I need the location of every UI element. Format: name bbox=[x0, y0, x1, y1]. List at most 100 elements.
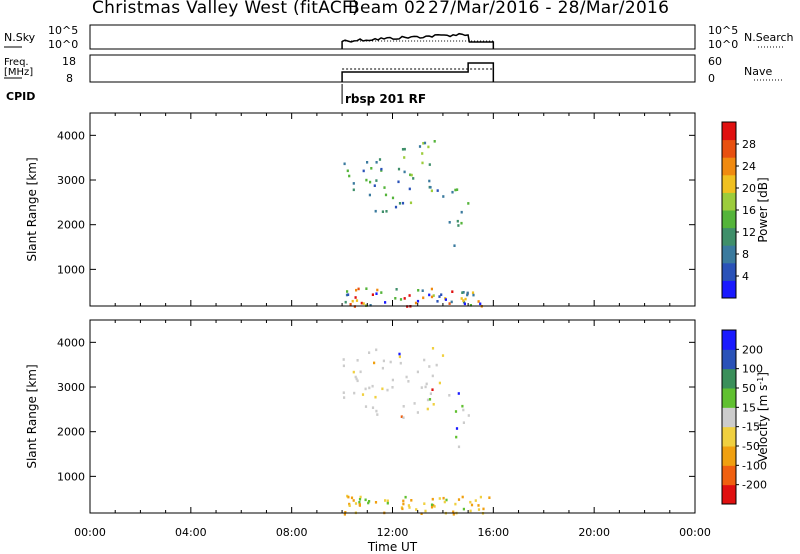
power-cell bbox=[397, 167, 401, 171]
velocity-colorbar-bin bbox=[722, 446, 736, 466]
power-cell bbox=[462, 300, 466, 304]
velocity-cell bbox=[398, 352, 401, 356]
power-cell bbox=[366, 161, 369, 164]
velocity-cell bbox=[358, 501, 361, 504]
velocity-cell bbox=[474, 499, 477, 502]
power-cell bbox=[412, 177, 415, 180]
power-cell bbox=[440, 293, 443, 296]
power-cell bbox=[428, 163, 431, 166]
velocity-cell bbox=[358, 498, 362, 501]
power-cell bbox=[357, 287, 360, 291]
nsky-label: N.Sky bbox=[4, 31, 36, 44]
velocity-colorbar-bin bbox=[722, 330, 736, 350]
power-cell bbox=[384, 193, 388, 197]
velocity-cell bbox=[424, 509, 427, 513]
velocity-cell bbox=[407, 380, 410, 383]
power-cell bbox=[368, 193, 371, 197]
power-cell bbox=[355, 288, 358, 292]
velocity-cell bbox=[386, 388, 389, 392]
velocity-cell bbox=[398, 355, 401, 359]
velocity-cell bbox=[352, 499, 355, 502]
velocity-cell bbox=[448, 394, 451, 397]
nsky-tick-low: 10^0 bbox=[48, 38, 78, 51]
velocity-cell bbox=[455, 427, 459, 430]
power-colorbar-bin bbox=[722, 280, 736, 299]
velocity-cell bbox=[402, 405, 405, 408]
velocity-cell bbox=[443, 500, 446, 504]
power-cell bbox=[380, 167, 383, 171]
velocity-cell bbox=[400, 415, 403, 418]
power-cell bbox=[417, 289, 420, 292]
velocity-cell bbox=[428, 398, 432, 401]
power-colorbar-bin bbox=[722, 139, 736, 158]
velocity-cell bbox=[386, 501, 389, 505]
power-cell bbox=[428, 293, 431, 297]
power-cell bbox=[479, 302, 482, 306]
power-ylabel: Slant Range [km] bbox=[25, 157, 39, 261]
power-colorbar-bin bbox=[722, 245, 736, 264]
power-cell bbox=[451, 290, 454, 293]
power-cell bbox=[461, 291, 464, 294]
power-colorbar-tick-label: 20 bbox=[742, 182, 756, 195]
velocity-colorbar-tick-label: -15 bbox=[742, 421, 760, 434]
freq-trace bbox=[341, 62, 495, 82]
velocity-cell bbox=[381, 366, 384, 370]
velocity-cell bbox=[438, 497, 441, 500]
velocity-cell bbox=[488, 496, 491, 499]
date-range-title: 27/Mar/2016 - 28/Mar/2016 bbox=[428, 0, 670, 18]
velocity-cell bbox=[399, 361, 402, 365]
xtick-label: 04:00 bbox=[175, 526, 207, 539]
velocity-cell bbox=[402, 502, 405, 506]
velocity-colorbar bbox=[722, 330, 736, 505]
velocity-cell bbox=[438, 381, 441, 385]
velocity-cell bbox=[461, 404, 464, 408]
power-ytick-label: 4000 bbox=[57, 129, 85, 142]
xtick-label: 08:00 bbox=[276, 526, 308, 539]
xtick-label: 00:00 bbox=[74, 526, 106, 539]
power-cell bbox=[381, 210, 384, 213]
power-cell bbox=[410, 173, 413, 177]
power-cell bbox=[401, 201, 405, 205]
power-ytick-label: 3000 bbox=[57, 174, 85, 187]
velocity-cell bbox=[382, 359, 385, 363]
velocity-cell bbox=[373, 361, 376, 365]
power-cell bbox=[391, 196, 395, 200]
power-colorbar-tick-label: 24 bbox=[742, 160, 756, 173]
velocity-colorbar-tick-label: 100 bbox=[742, 363, 763, 376]
power-cell bbox=[451, 190, 454, 194]
velocity-cell bbox=[371, 406, 375, 409]
power-cell bbox=[399, 298, 403, 301]
velocity-cell bbox=[342, 364, 345, 368]
velocity-cell bbox=[368, 386, 371, 390]
freq-tick-low: 8 bbox=[66, 72, 73, 85]
power-cell bbox=[416, 299, 420, 303]
power-cell bbox=[471, 291, 475, 294]
cpid-label: CPID bbox=[6, 90, 36, 103]
power-colorbar-bin bbox=[722, 210, 736, 229]
velocity-cell bbox=[430, 505, 434, 509]
velocity-colorbar-bin bbox=[722, 465, 736, 486]
power-cell bbox=[438, 295, 441, 298]
velocity-colorbar-tick-label: -100 bbox=[742, 459, 767, 472]
power-cell bbox=[380, 291, 383, 294]
power-cell bbox=[436, 189, 439, 192]
velocity-cell bbox=[435, 363, 438, 367]
power-colorbar-tick-label: 8 bbox=[742, 248, 749, 261]
velocity-cell bbox=[462, 408, 465, 412]
power-cell bbox=[430, 189, 433, 193]
power-cell bbox=[343, 162, 346, 166]
power-cell bbox=[347, 293, 350, 296]
velocity-cell bbox=[374, 501, 378, 504]
power-cell bbox=[369, 304, 372, 307]
power-cell bbox=[373, 184, 376, 187]
power-cell bbox=[462, 299, 465, 302]
power-plot-bg bbox=[90, 113, 695, 306]
power-cell bbox=[403, 147, 406, 151]
velocity-cell bbox=[356, 379, 359, 383]
velocity-cell bbox=[469, 500, 472, 504]
velocity-colorbar-label: Velocity [m s-1] bbox=[756, 372, 771, 462]
velocity-cell bbox=[407, 504, 410, 507]
power-cell bbox=[352, 182, 355, 185]
nsky-tick-high: 10^5 bbox=[48, 24, 78, 37]
velocity-cell bbox=[348, 504, 351, 507]
